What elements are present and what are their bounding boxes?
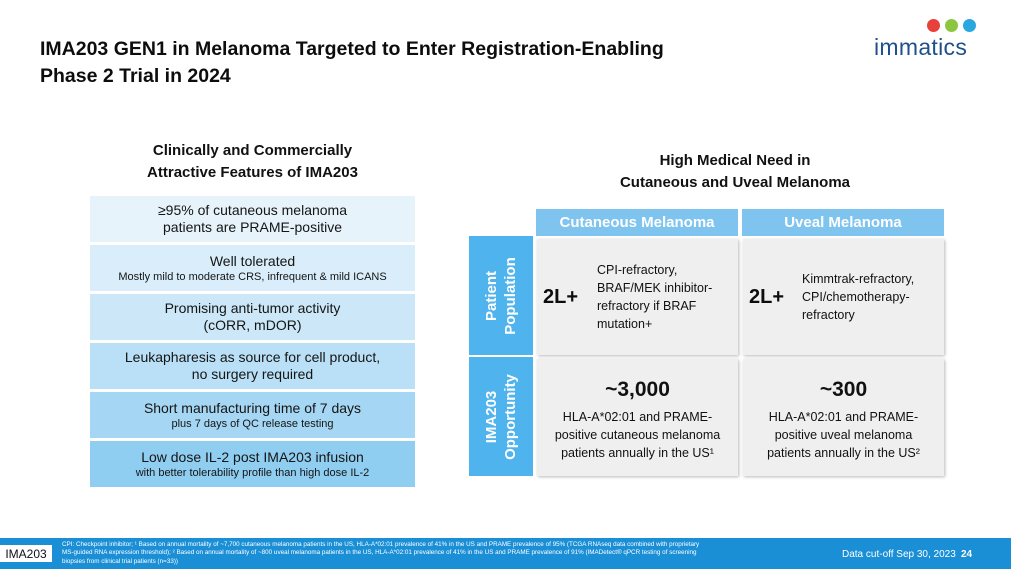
footnote: CPI: Checkpoint inhibitor; ¹ Based on an… bbox=[62, 541, 842, 566]
medical-need-heading-line-2: Cutaneous and Uveal Melanoma bbox=[619, 174, 851, 191]
feature-item: Promising anti-tumor activity (cORR, mDO… bbox=[90, 294, 415, 340]
feature-main: Short manufacturing time of 7 days bbox=[143, 399, 362, 416]
title-line-2: Phase 2 Trial in 2024 bbox=[40, 65, 231, 87]
description-line: mutation+ bbox=[597, 317, 653, 331]
logo-dots-icon bbox=[927, 19, 979, 35]
cell-uveal-opportunity: ~300 HLA-A*02:01 and PRAME- positive uve… bbox=[743, 359, 944, 476]
patient-count: ~300 bbox=[819, 378, 868, 401]
patient-count: ~3,000 bbox=[605, 378, 670, 401]
medical-need-heading-line-1: High Medical Need in bbox=[659, 152, 811, 169]
description-line: patients annually in the US¹ bbox=[561, 446, 714, 460]
company-logo: immatics bbox=[871, 18, 981, 60]
feature-item: Leukapharesis as source for cell product… bbox=[90, 343, 415, 389]
features-heading-line-2: Attractive Features of IMA203 bbox=[147, 164, 358, 181]
feature-main: Leukapharesis as source for cell product… bbox=[124, 349, 381, 365]
logo-dot-red-icon bbox=[927, 19, 940, 32]
description-line: CPI/chemotherapy- bbox=[802, 290, 910, 304]
feature-sub: Mostly mild to moderate CRS, infrequent … bbox=[118, 270, 387, 283]
cell-cutaneous-population: 2L+ CPI-refractory, BRAF/MEK inhibitor- … bbox=[537, 239, 738, 355]
feature-main: ≥95% of cutaneous melanoma bbox=[157, 202, 348, 218]
row-header-line-2: Population bbox=[502, 256, 519, 335]
row-header-line-2: Opportunity bbox=[502, 373, 519, 460]
description-line: CPI-refractory, bbox=[597, 263, 678, 277]
population-description: CPI-refractory, BRAF/MEK inhibitor- refr… bbox=[597, 261, 712, 333]
description-line: BRAF/MEK inhibitor- bbox=[597, 281, 713, 295]
feature-main: Low dose IL-2 post IMA203 infusion bbox=[141, 448, 364, 465]
column-header-uveal: Uveal Melanoma bbox=[742, 209, 944, 236]
line-of-therapy: 2L+ bbox=[543, 285, 579, 308]
feature-item: Well tolerated Mostly mild to moderate C… bbox=[90, 245, 415, 291]
feature-main-2: (cORR, mDOR) bbox=[203, 317, 302, 333]
page-title: IMA203 GEN1 in Melanoma Targeted to Ente… bbox=[40, 36, 800, 90]
data-cutoff: Data cut-off Sep 30, 2023 bbox=[842, 549, 956, 560]
footer-bar: IMA203 CPI: Checkpoint inhibitor; ¹ Base… bbox=[0, 538, 1011, 569]
description-line: HLA-A*02:01 and PRAME- bbox=[562, 410, 713, 424]
line-of-therapy: 2L+ bbox=[749, 285, 785, 308]
description-line: HLA-A*02:01 and PRAME- bbox=[768, 410, 919, 424]
opportunity-description: HLA-A*02:01 and PRAME- positive uveal me… bbox=[767, 408, 920, 462]
population-description: Kimmtrak-refractory, CPI/chemotherapy- r… bbox=[802, 270, 914, 324]
feature-item: Short manufacturing time of 7 days plus … bbox=[90, 392, 415, 438]
opportunity-description: HLA-A*02:01 and PRAME- positive cutaneou… bbox=[555, 408, 720, 462]
logo-dot-green-icon bbox=[945, 19, 958, 32]
title-line-1: IMA203 GEN1 in Melanoma Targeted to Ente… bbox=[40, 38, 664, 60]
product-tag: IMA203 bbox=[0, 545, 52, 562]
feature-main-2: patients are PRAME-positive bbox=[163, 219, 342, 235]
description-line: refractory bbox=[802, 308, 855, 322]
feature-main: Promising anti-tumor activity bbox=[164, 300, 341, 316]
logo-dot-blue-icon bbox=[963, 19, 976, 32]
cell-cutaneous-opportunity: ~3,000 HLA-A*02:01 and PRAME- positive c… bbox=[537, 359, 738, 476]
page-number: 24 bbox=[961, 549, 973, 560]
row-header-line-1: IMA203 bbox=[483, 390, 500, 443]
feature-main-2: no surgery required bbox=[191, 366, 314, 382]
cell-uveal-population: 2L+ Kimmtrak-refractory, CPI/chemotherap… bbox=[743, 239, 944, 355]
description-line: refractory if BRAF bbox=[597, 299, 697, 313]
features-heading: Clinically and Commercially Attractive F… bbox=[90, 140, 415, 184]
row-header-ima203-opportunity: IMA203 Opportunity bbox=[469, 357, 533, 476]
feature-item: Low dose IL-2 post IMA203 infusion with … bbox=[90, 441, 415, 487]
features-list: ≥95% of cutaneous melanoma patients are … bbox=[90, 196, 415, 490]
description-line: patients annually in the US² bbox=[767, 446, 920, 460]
description-line: positive uveal melanoma bbox=[774, 428, 913, 442]
features-heading-line-1: Clinically and Commercially bbox=[152, 142, 353, 159]
logo-text: immatics bbox=[874, 34, 968, 60]
footnote-line: CPI: Checkpoint inhibitor; ¹ Based on an… bbox=[62, 541, 700, 548]
description-line: Kimmtrak-refractory, bbox=[802, 272, 915, 286]
feature-item: ≥95% of cutaneous melanoma patients are … bbox=[90, 196, 415, 242]
column-header-cutaneous: Cutaneous Melanoma bbox=[536, 209, 738, 236]
medical-need-heading: High Medical Need in Cutaneous and Uveal… bbox=[560, 150, 910, 194]
description-line: positive cutaneous melanoma bbox=[554, 428, 721, 442]
footnote-line: biopsies from clinical trial patients (n… bbox=[62, 557, 179, 565]
row-header-patient-population: Patient Population bbox=[469, 236, 533, 355]
feature-main: Well tolerated bbox=[209, 252, 296, 269]
feature-sub: plus 7 days of QC release testing bbox=[171, 417, 334, 430]
footnote-line: MS-guided RNA expression threshold); ² B… bbox=[62, 549, 697, 557]
feature-sub: with better tolerability profile than hi… bbox=[135, 466, 370, 479]
row-header-line-1: Patient bbox=[483, 270, 500, 321]
